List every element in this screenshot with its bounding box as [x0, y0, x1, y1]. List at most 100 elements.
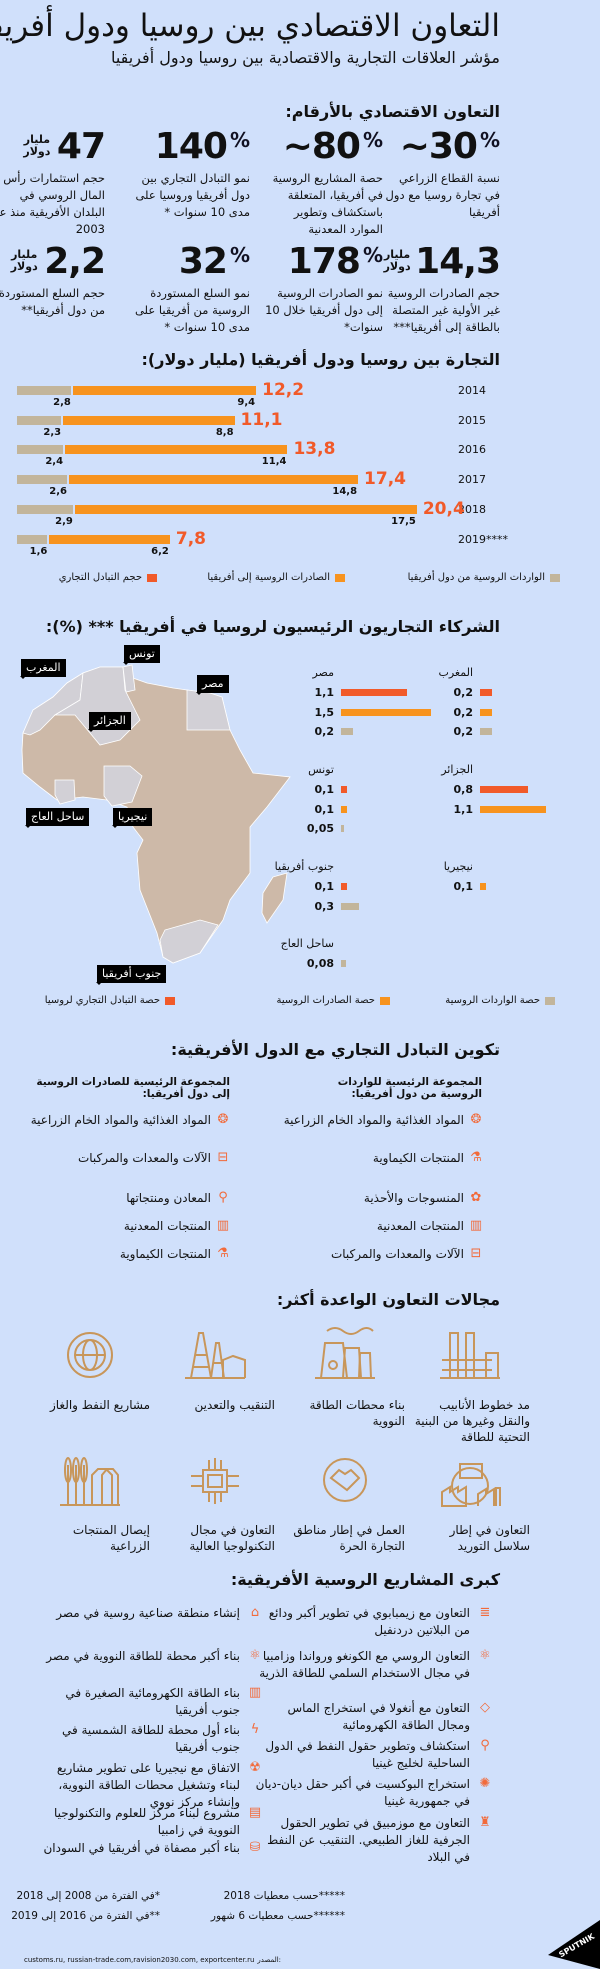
vehicle-icon: ⊟: [470, 1246, 482, 1261]
map-label-morocco: المغرب: [20, 659, 66, 679]
total-value-label: 17,4: [364, 469, 406, 490]
footnote-6: ******حسب معطيات 6 شهور: [210, 1910, 345, 1922]
source-line: customs.ru, russian-trade.com,ravision20…: [24, 1956, 281, 1964]
partner-value: 0,05: [306, 822, 334, 835]
exports-value-label: 9,4: [237, 397, 256, 408]
area-item: مشاريع النفط والغاز: [30, 1325, 150, 1413]
page-subtitle: مؤشر العلاقات التجارية والاقتصادية بين ر…: [110, 48, 500, 67]
industrial-zone-icon: ⌂: [250, 1605, 260, 1620]
composition-label: الآلات والمعدات والمركبات: [330, 1247, 464, 1261]
partner-name: جنوب أفريقيا: [274, 860, 334, 873]
hand-atom-icon: ⚛: [479, 1648, 491, 1663]
project-label: بناء أكبر محطة للطاقة النووية في مصر: [46, 1649, 240, 1663]
composition-label: المنتجات الكيماوية: [119, 1247, 211, 1261]
project-label: التعاون مع أنغولا في استخراج الماس ومجال…: [287, 1701, 470, 1732]
exports-value-label: 11,4: [261, 456, 287, 468]
ore-icon: ✺: [479, 1776, 491, 1791]
project-label: استخراج البوكسيت في أكبر حقل ديان-ديان ف…: [255, 1777, 470, 1808]
bar-exports: [68, 475, 359, 485]
project-item: ✺ استخراج البوكسيت في أكبر حقل ديان-ديان …: [252, 1776, 492, 1810]
partner-value: 0,1: [314, 783, 335, 796]
composition-item: ⊟ الآلات والمعدات والمركبات: [78, 1150, 230, 1166]
bar-exports: [65, 445, 288, 455]
partner-value: 0,1: [314, 880, 335, 893]
legend-exports-share: حصة الصادرات الروسية: [276, 995, 390, 1006]
metal-icon: ▥: [469, 1218, 483, 1233]
partner-value: 1,1: [314, 686, 335, 699]
tunisia-shape: [122, 664, 136, 693]
composition-item: ❂ المواد الغذائية والمواد الخام الزراعية: [284, 1112, 483, 1128]
footnote-1: *في الفترة من 2008 إلى 2018: [16, 1890, 160, 1902]
total-value-label: 11,1: [240, 409, 283, 430]
gas-platform-icon: ♜: [479, 1815, 491, 1830]
partner-value: 0,8: [453, 783, 474, 796]
bar-imports: [17, 534, 48, 544]
south-africa-shape: [159, 919, 219, 964]
bar-imports: [17, 445, 64, 455]
area-item: التعاون في مجال التكنولوجيا العالية: [155, 1450, 275, 1554]
stat-value: 2,2: [44, 241, 106, 282]
bar-imports: [17, 415, 62, 425]
partner-bar-imports: [480, 728, 492, 735]
project-item: ☢ الاتفاق مع نيجيريا على تطوير مشاريع لبن…: [42, 1760, 262, 1811]
project-item: ⌂ إنشاء منطقة صناعية روسية في مصر: [42, 1605, 262, 1622]
partner-bar-imports: [341, 902, 359, 910]
area-item: إيصال المنتجات الزراعية: [30, 1450, 150, 1554]
partner-value: 0,2: [453, 686, 474, 699]
stat-unit: مليار دولار: [10, 248, 38, 273]
exports-value-label: 17,5: [391, 515, 416, 527]
stat-value-row: ~80%: [265, 128, 383, 166]
stat-description: حجم استثمارات رأس المال الروسي في البلدا…: [0, 171, 105, 236]
bar-exports: [49, 534, 170, 544]
composition-label: المنتجات الكيماوية: [372, 1151, 464, 1165]
partner-name: تونس: [308, 763, 334, 776]
composition-label: الآلات والمعدات والمركبات: [77, 1151, 211, 1165]
composition-item: ❂ المواد الغذائية والمواد الخام الزراعية: [31, 1112, 230, 1128]
imports-value-label: 2,9: [55, 515, 73, 527]
bar-exports: [74, 504, 417, 514]
legend-exports: الصادرات الروسية إلى أفريقيا: [207, 572, 345, 583]
project-label: مشروع لبناء مركز للعلوم والتكنولوجيا الن…: [54, 1806, 240, 1837]
gold-bars-icon: ≣: [479, 1605, 491, 1620]
partner-value: 0,08: [306, 957, 334, 970]
partner-bar-imports: [341, 728, 353, 735]
imports-value-label: 2,4: [45, 456, 64, 468]
area-label: التنقيب والتعدين: [194, 1398, 276, 1412]
project-label: الاتفاق مع نيجيريا على تطوير مشاريع لبنا…: [56, 1761, 240, 1809]
imports-group-title: المجموعة الرئيسية للواردات الروسية من دو…: [337, 1076, 482, 1100]
project-item: ▤ مشروع لبناء مركز للعلوم والتكنولوجيا ال…: [42, 1805, 262, 1839]
project-item: ♜ التعاون مع موزمبيق في تطوير الحقول الجر…: [252, 1815, 492, 1866]
page-title: التعاون الاقتصادي بين روسيا ودول أفريقيا: [0, 8, 500, 44]
partner-name: مصر: [312, 666, 334, 679]
bar-exports: [63, 415, 235, 425]
area-item: التعاون في إطار سلاسل التوريد: [410, 1450, 530, 1554]
partners-title: الشركاء التجاريون الرئيسيون لروسيا في أف…: [45, 617, 500, 636]
stat-value-row: 32%: [132, 243, 250, 281]
project-label: التعاون مع موزمبيق في تطوير الحقول الجرف…: [267, 1816, 470, 1864]
project-item: ⛁ بناء أكبر مصفاة في أفريقيا في السودان: [42, 1840, 262, 1857]
partner-bar-imports: [341, 960, 346, 967]
stat-description: نمو الصادرات الروسية إلى دول أفريقيا خلا…: [265, 286, 383, 334]
total-value-label: 7,8: [175, 528, 206, 549]
composition-label: المعادن ومنتجاتها: [126, 1191, 211, 1205]
stat-unit: مليار دولار: [383, 248, 411, 273]
total-value-label: 13,8: [293, 439, 336, 460]
pipeline-icon: [410, 1325, 530, 1387]
partner-bar-imports: [341, 825, 344, 832]
textile-icon: ✿: [470, 1190, 482, 1205]
stat-item: مليار دولار 47 حجم استثمارات رأس المال الر…: [0, 128, 106, 238]
bar-exports: [72, 386, 257, 395]
exports-value-label: 14,8: [332, 486, 358, 498]
atom-icon: ⚛: [249, 1648, 261, 1663]
imports-value-label: 1,6: [29, 545, 48, 557]
map-label-algeria: الجزائر: [88, 712, 131, 732]
partner-bar-exports: [341, 805, 347, 813]
stats-heading: التعاون الاقتصادي بالأرقام:: [285, 102, 500, 121]
hydro-icon: ▥: [248, 1685, 262, 1700]
legend-imports-share: حصة الواردات الروسية: [445, 995, 555, 1006]
partner-name: الجزائر: [441, 763, 473, 776]
partner-bar-exports: [480, 805, 546, 813]
composition-item: ✿ المنسوجات والأحذية: [364, 1190, 483, 1206]
chemistry-icon: ⚗: [217, 1246, 229, 1261]
sputnik-logo: SPUTNIK: [548, 1920, 600, 1969]
